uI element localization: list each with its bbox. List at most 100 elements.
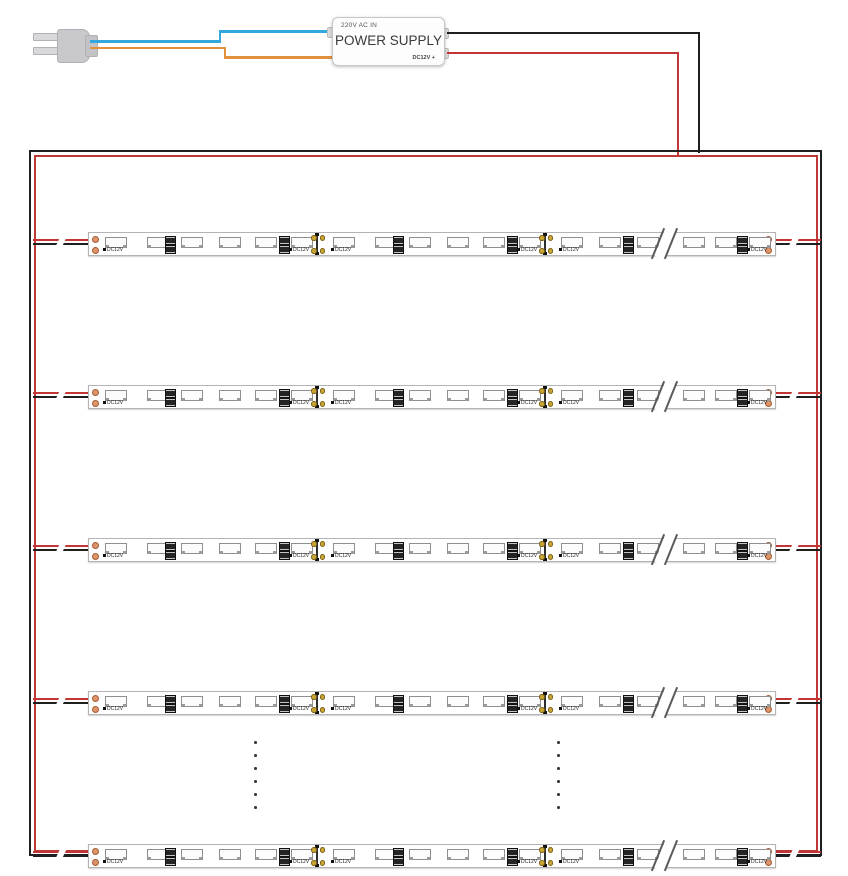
psu-output-label: DC12V + bbox=[412, 55, 435, 61]
resistor-chip bbox=[623, 398, 634, 407]
cut-point-pad bbox=[539, 248, 545, 254]
voltage-label: DC12V bbox=[331, 707, 351, 712]
solder-pad bbox=[92, 399, 99, 407]
led-footprint bbox=[447, 390, 469, 401]
ac-live-wire bbox=[90, 40, 221, 43]
solder-pad bbox=[92, 695, 99, 702]
cut-point-pad bbox=[547, 388, 553, 394]
resistor-chip bbox=[279, 857, 290, 866]
resistor-chip bbox=[737, 694, 748, 704]
resistor-chip bbox=[279, 847, 290, 857]
led-footprint bbox=[409, 237, 431, 248]
cut-point-pad bbox=[319, 388, 325, 394]
cut-point-pad bbox=[539, 235, 545, 241]
resistor-chip bbox=[507, 398, 518, 407]
dc-positive-wire bbox=[676, 51, 679, 156]
led-footprint bbox=[219, 390, 241, 401]
voltage-label: DC12V bbox=[289, 860, 309, 865]
voltage-label: DC12V bbox=[517, 707, 537, 712]
led-footprint bbox=[483, 237, 505, 248]
led-footprint bbox=[255, 849, 277, 860]
cut-point-pad bbox=[547, 860, 553, 866]
resistor-chip bbox=[165, 398, 176, 407]
cut-point bbox=[542, 386, 546, 408]
led-footprint bbox=[483, 543, 505, 554]
resistor-chip bbox=[623, 857, 634, 866]
voltage-label: DC12V bbox=[559, 554, 579, 559]
resistor-chip bbox=[393, 704, 404, 713]
resistor-chip bbox=[623, 694, 634, 704]
resistor-chip bbox=[737, 541, 748, 551]
cut-point-pad bbox=[311, 554, 317, 560]
resistor-chip bbox=[737, 704, 748, 713]
voltage-label: DC12V bbox=[747, 401, 767, 406]
dc-positive-wire bbox=[447, 51, 679, 54]
continuation-dot bbox=[557, 754, 560, 757]
resistor-chip bbox=[507, 694, 518, 704]
solder-pad bbox=[92, 848, 99, 855]
cut-point bbox=[542, 233, 546, 255]
solder-pad bbox=[92, 858, 99, 866]
resistor-chip bbox=[279, 235, 290, 245]
resistor-chip bbox=[737, 398, 748, 407]
voltage-label: DC12V bbox=[517, 401, 537, 406]
led-footprint bbox=[715, 849, 737, 860]
cut-point-pad bbox=[539, 707, 545, 713]
voltage-label: DC12V bbox=[517, 248, 537, 253]
resistor-chip bbox=[279, 398, 290, 407]
voltage-label: DC12V bbox=[559, 401, 579, 406]
solder-pad bbox=[92, 552, 99, 560]
continuation-dot bbox=[557, 767, 560, 770]
cut-point bbox=[314, 539, 318, 561]
resistor-chip bbox=[165, 245, 176, 254]
resistor-chip bbox=[737, 235, 748, 245]
voltage-label: DC12V bbox=[559, 707, 579, 712]
voltage-label: DC12V bbox=[559, 248, 579, 253]
resistor-chip bbox=[165, 235, 176, 245]
cut-point-pad bbox=[311, 248, 317, 254]
cut-point-pad bbox=[319, 707, 325, 713]
resistor-chip bbox=[165, 847, 176, 857]
voltage-label: DC12V bbox=[331, 248, 351, 253]
cut-point-pad bbox=[319, 554, 325, 560]
resistor-chip bbox=[165, 857, 176, 866]
continuation-dot bbox=[557, 780, 560, 783]
resistor-chip bbox=[737, 847, 748, 857]
led-footprint bbox=[255, 543, 277, 554]
resistor-chip bbox=[279, 694, 290, 704]
resistor-chip bbox=[507, 551, 518, 560]
solder-pad bbox=[92, 246, 99, 254]
voltage-label: DC12V bbox=[103, 554, 123, 559]
resistor-chip bbox=[393, 551, 404, 560]
solder-pad bbox=[92, 389, 99, 396]
resistor-chip bbox=[623, 541, 634, 551]
voltage-label: DC12V bbox=[559, 860, 579, 865]
cut-point-pad bbox=[311, 860, 317, 866]
plug-body bbox=[57, 29, 90, 63]
voltage-label: DC12V bbox=[289, 401, 309, 406]
led-footprint bbox=[599, 390, 621, 401]
resistor-chip bbox=[737, 245, 748, 254]
led-footprint bbox=[715, 390, 737, 401]
continuation-dot bbox=[254, 793, 257, 796]
resistor-chip bbox=[279, 541, 290, 551]
cut-point-pad bbox=[547, 248, 553, 254]
led-footprint bbox=[683, 696, 705, 707]
voltage-label: DC12V bbox=[289, 707, 309, 712]
led-footprint bbox=[715, 696, 737, 707]
resistor-chip bbox=[507, 235, 518, 245]
voltage-label: DC12V bbox=[103, 707, 123, 712]
resistor-chip bbox=[623, 551, 634, 560]
resistor-chip bbox=[393, 245, 404, 254]
cut-point-pad bbox=[319, 401, 325, 407]
led-footprint bbox=[483, 849, 505, 860]
cut-point bbox=[314, 692, 318, 714]
led-footprint bbox=[683, 849, 705, 860]
cut-point-pad bbox=[539, 541, 545, 547]
cut-point-pad bbox=[311, 235, 317, 241]
resistor-chip bbox=[165, 704, 176, 713]
voltage-label: DC12V bbox=[331, 554, 351, 559]
voltage-label: DC12V bbox=[103, 401, 123, 406]
led-footprint bbox=[447, 696, 469, 707]
ac-live-wire bbox=[218, 30, 221, 42]
